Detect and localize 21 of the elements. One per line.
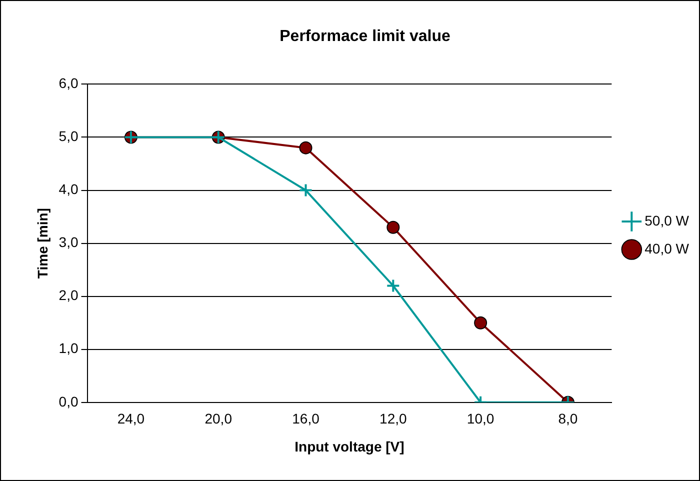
- x-tick-label: 10,0: [466, 410, 494, 427]
- x-axis-title: Input voltage [V]: [294, 438, 404, 454]
- y-tick-label: 1,0: [58, 340, 78, 356]
- point: [299, 141, 312, 154]
- y-tick-label: 6,0: [58, 75, 78, 92]
- x-tick-label: 12,0: [380, 410, 407, 427]
- y-axis-title: Time [min]: [34, 208, 50, 279]
- x-tick-label: 8,0: [558, 410, 578, 427]
- y-tick-label: 0,0: [58, 393, 78, 410]
- point: [386, 220, 400, 234]
- y-tick-label: 5,0: [58, 128, 78, 144]
- chart-title: Performace limit value: [280, 28, 450, 46]
- x-tick-label: 24,0: [117, 410, 145, 427]
- y-tick-label: 2,0: [58, 287, 78, 304]
- legend-label: 40,0 W: [644, 240, 690, 256]
- x-tick-label: 20,0: [204, 410, 232, 427]
- y-tick-label: 4,0: [58, 181, 78, 198]
- x-tick-label: 16,0: [292, 410, 320, 427]
- legend-label: 50,0 W: [644, 212, 690, 228]
- point: [298, 183, 313, 198]
- y-tick-label: 3,0: [58, 234, 78, 250]
